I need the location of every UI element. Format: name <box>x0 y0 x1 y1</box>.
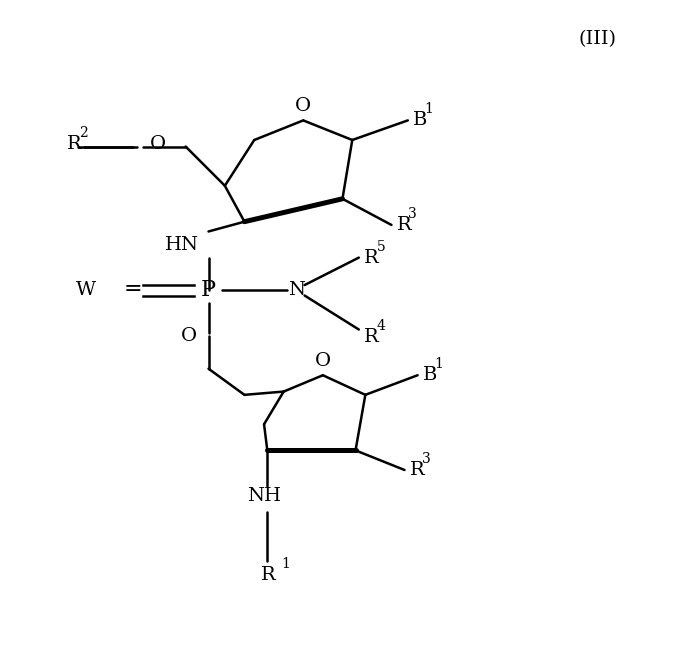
Text: 2: 2 <box>79 126 88 140</box>
Text: 1: 1 <box>435 357 443 371</box>
Text: NH: NH <box>247 487 281 505</box>
Text: R: R <box>364 328 379 347</box>
Text: HN: HN <box>165 235 199 254</box>
Text: R: R <box>261 565 276 583</box>
Text: N: N <box>288 281 305 299</box>
Text: 3: 3 <box>408 207 417 221</box>
Text: 4: 4 <box>376 320 385 333</box>
Text: O: O <box>181 327 197 345</box>
Text: P: P <box>201 279 216 301</box>
Text: 1: 1 <box>282 557 290 571</box>
Text: =: = <box>124 278 142 300</box>
Text: W: W <box>75 281 96 299</box>
Text: B: B <box>413 111 427 129</box>
Text: R: R <box>67 135 82 153</box>
Text: R: R <box>364 248 379 267</box>
Text: 1: 1 <box>425 103 433 117</box>
Text: R: R <box>410 461 424 479</box>
Text: O: O <box>149 135 166 153</box>
Text: R: R <box>396 216 411 234</box>
Text: 3: 3 <box>422 452 430 466</box>
Text: O: O <box>295 97 311 115</box>
Text: O: O <box>315 352 331 370</box>
Text: (III): (III) <box>579 30 616 47</box>
Text: B: B <box>423 366 437 384</box>
Text: 5: 5 <box>376 240 385 254</box>
